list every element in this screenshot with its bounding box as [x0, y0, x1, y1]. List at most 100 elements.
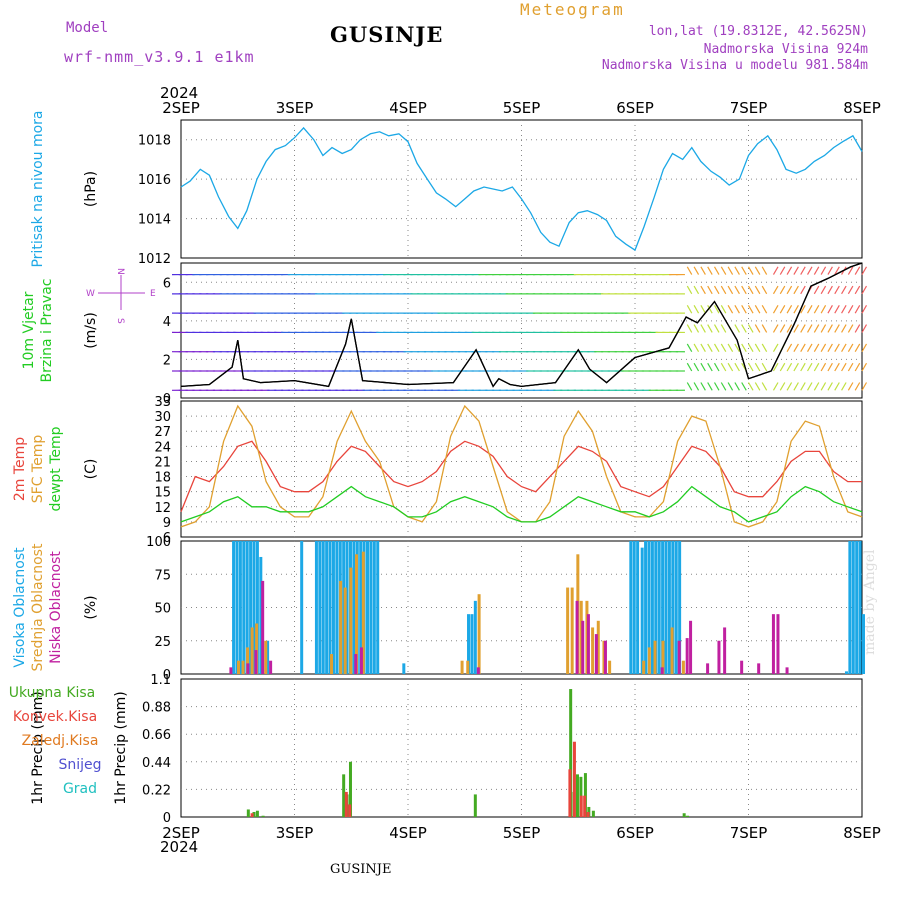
- bar-2: [603, 640, 607, 674]
- bar-2: [246, 663, 250, 674]
- wind-arrow: [686, 362, 693, 372]
- bar-0: [682, 813, 686, 817]
- station-title: GUSINJE: [330, 22, 444, 47]
- wind-arrow: [747, 304, 754, 314]
- bar-0: [372, 541, 376, 674]
- wind-arrow: [841, 362, 847, 372]
- bar-1: [566, 587, 570, 674]
- bar-0: [325, 541, 329, 674]
- bar-1: [653, 640, 657, 674]
- y-tick-label: 0.22: [142, 783, 171, 798]
- bar-2: [476, 667, 480, 674]
- bar-0: [318, 541, 322, 674]
- compass-west: W: [86, 289, 95, 299]
- wind-arrow: [686, 305, 693, 314]
- wind-arrow: [854, 343, 861, 353]
- wind-arrow: [741, 285, 747, 295]
- wind-arrow: [707, 285, 713, 295]
- bar-0: [335, 541, 339, 674]
- wind-arrow: [813, 343, 820, 353]
- wind-arrow: [793, 382, 799, 391]
- bar-1: [344, 791, 348, 817]
- bar-0: [674, 541, 678, 674]
- bar-2: [706, 663, 710, 674]
- bar-0: [654, 541, 658, 674]
- bar-0: [855, 541, 859, 674]
- wind-arrow: [700, 382, 706, 391]
- bar-1: [355, 554, 359, 674]
- bar-2: [229, 667, 233, 674]
- bar-0: [348, 761, 352, 817]
- bar-0: [252, 811, 256, 817]
- wind-arrow: [820, 343, 827, 353]
- bar-2: [677, 640, 681, 674]
- bar-0: [246, 809, 250, 817]
- wind-arrow: [834, 343, 840, 353]
- bar-0: [632, 541, 636, 674]
- bar-0: [636, 541, 640, 674]
- bar-2: [581, 620, 585, 674]
- day-label-bottom: 6SEP: [616, 824, 654, 842]
- bar-1: [608, 660, 612, 674]
- wind-arrow: [772, 343, 779, 353]
- wind-arrow: [754, 343, 761, 353]
- wind-arrow: [727, 305, 734, 314]
- wind-arrow: [754, 304, 761, 314]
- wind-arrow: [693, 266, 700, 275]
- bar-0: [376, 541, 380, 674]
- wind-arrow: [741, 324, 747, 333]
- wind-arrow: [772, 304, 779, 314]
- day-label-bottom: 8SEP: [843, 824, 881, 842]
- wind-arrow: [772, 382, 779, 391]
- wind-arrow: [779, 305, 786, 314]
- wind-arrow: [820, 305, 827, 314]
- bar-1: [246, 647, 250, 674]
- bar-1: [596, 620, 600, 674]
- wind-arrow: [720, 382, 727, 391]
- wind-arrow: [707, 305, 713, 314]
- wind-arrow: [720, 343, 727, 353]
- bar-1: [241, 660, 245, 674]
- y-tick-label: 0: [163, 668, 171, 683]
- bar-1: [330, 654, 334, 674]
- wind-arrow: [713, 285, 720, 295]
- bar-2: [757, 663, 761, 674]
- bar-0: [473, 600, 477, 674]
- wind-arrow: [813, 305, 820, 314]
- compass-south: S: [115, 318, 125, 324]
- wind-arrow: [727, 285, 734, 295]
- wind-arrow: [772, 362, 779, 372]
- bar-0: [345, 541, 349, 674]
- bar-0: [402, 663, 406, 674]
- bar-0: [328, 541, 332, 674]
- precip-legend-item: Konvek.Kisa: [13, 709, 97, 725]
- y-tick-label: 33: [154, 395, 171, 410]
- wind-arrow: [786, 343, 793, 353]
- bar-2: [660, 667, 664, 674]
- bar-0: [647, 541, 651, 674]
- wind-arrow: [693, 343, 700, 353]
- wind-arrow: [727, 382, 734, 391]
- wind-arrow: [693, 324, 700, 333]
- wind-arrow: [847, 343, 854, 353]
- wind-arrow: [686, 343, 693, 353]
- day-label-top: 4SEP: [389, 99, 427, 117]
- compass-east: E: [150, 289, 156, 299]
- wind-arrow: [747, 285, 754, 295]
- y-tick-label: 4: [163, 315, 171, 330]
- year-bottom: 2024: [160, 838, 199, 856]
- wind-arrow: [800, 362, 806, 372]
- wind-arrow: [806, 382, 813, 391]
- bar-0: [331, 541, 335, 674]
- wind-arrow: [779, 285, 786, 295]
- wind-arrow: [720, 324, 727, 333]
- wind-arrow: [734, 285, 740, 295]
- bar-1: [579, 795, 583, 817]
- wind-arrow: [686, 266, 693, 275]
- bar-2: [354, 654, 358, 674]
- bar-0: [678, 541, 682, 674]
- wind-arrow: [861, 343, 868, 353]
- bar-2: [785, 667, 789, 674]
- y-tick-label: 50: [154, 602, 171, 617]
- wind-arrow: [834, 285, 840, 295]
